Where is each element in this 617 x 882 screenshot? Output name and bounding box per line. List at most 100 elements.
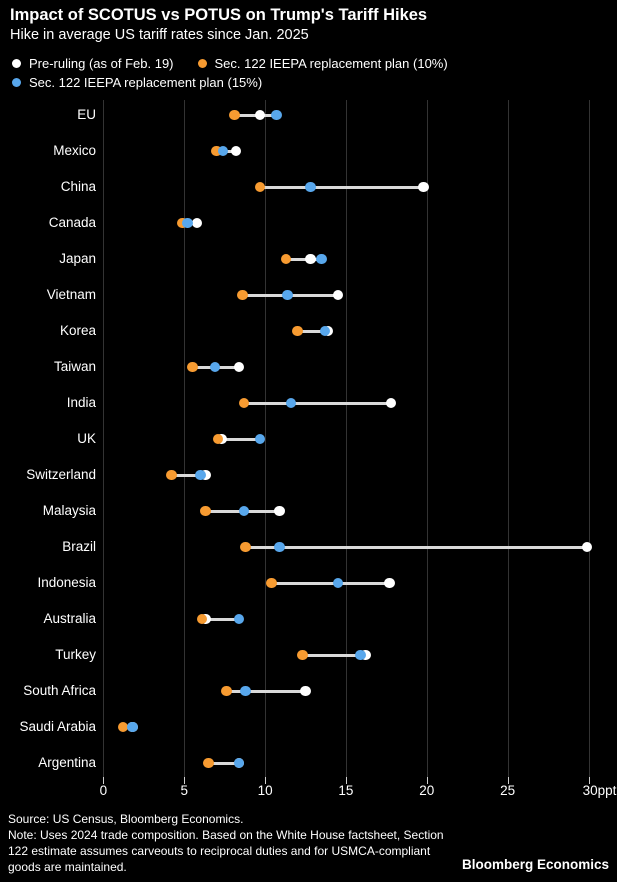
- dot-sec122-10: [211, 145, 222, 157]
- dot-sec122-15: [355, 649, 366, 661]
- axis-tick-label-5: 5: [180, 783, 189, 798]
- legend-label-sec122-10: Sec. 122 IEEPA replacement plan (10%): [214, 56, 448, 71]
- axis-tick-20: [426, 777, 428, 784]
- connector-line: [171, 473, 206, 477]
- dot-sec122-15: [332, 577, 344, 589]
- axis-tick-label-0: 0: [99, 783, 108, 798]
- legend: Pre-ruling (as of Feb. 19) Sec. 122 IEEP…: [12, 56, 607, 90]
- connector-line: [208, 761, 240, 765]
- axis-tick-label-20: 20: [419, 783, 435, 798]
- dot-sec122-10: [117, 721, 129, 733]
- dot-sec122-15: [282, 289, 293, 301]
- axis-tick-5: [184, 777, 186, 784]
- axis-tick-label-15: 15: [338, 783, 354, 798]
- dot-pre-ruling: [274, 505, 285, 517]
- dot-sec122-10: [238, 397, 250, 409]
- row-label-japan: Japan: [59, 251, 96, 266]
- brand-signature: Bloomberg Economics: [461, 857, 609, 872]
- dot-pre-ruling: [305, 253, 316, 265]
- row-label-taiwan: Taiwan: [53, 359, 96, 374]
- dot-pre-ruling: [254, 109, 266, 121]
- gridline-15: [345, 100, 347, 777]
- row-label-china: China: [60, 179, 96, 194]
- connector-line: [260, 185, 424, 189]
- legend-item-sec122-10: Sec. 122 IEEPA replacement plan (10%): [197, 56, 448, 71]
- legend-dot-white-icon: [12, 59, 21, 68]
- gridline-5: [184, 100, 186, 777]
- dot-sec122-10: [200, 505, 211, 517]
- gridline-30: [588, 100, 590, 777]
- row-label-eu: EU: [77, 107, 96, 122]
- legend-label-sec122-15: Sec. 122 IEEPA replacement plan (15%): [29, 75, 263, 90]
- row-label-turkey: Turkey: [55, 647, 96, 662]
- row-label-india: India: [66, 395, 96, 410]
- dot-sec122-10: [237, 289, 248, 301]
- dot-sec122-10: [166, 469, 177, 481]
- row-label-vietnam: Vietnam: [46, 287, 96, 302]
- dot-pre-ruling: [581, 541, 593, 553]
- axis-tick-15: [345, 777, 347, 784]
- dot-sec122-15: [238, 505, 250, 517]
- row-label-indonesia: Indonesia: [37, 575, 96, 590]
- connector-line: [297, 329, 329, 333]
- axis-tick-label-25: 25: [500, 783, 516, 798]
- footer-note-line-3: goods are maintained.: [8, 860, 127, 874]
- axis-tick-label-10: 10: [257, 783, 273, 798]
- dot-pre-ruling: [385, 397, 397, 409]
- dot-sec122-15: [127, 721, 138, 733]
- legend-dot-orange-icon: [197, 59, 207, 68]
- footer-source: Source: US Census, Bloomberg Economics.: [8, 812, 244, 826]
- row-label-australia: Australia: [43, 611, 96, 626]
- axis-tick-label-30: 30ppt: [582, 783, 617, 798]
- row-label-saudi-arabia: Saudi Arabia: [19, 719, 96, 734]
- row-label-argentina: Argentina: [38, 755, 96, 770]
- gridline-10: [265, 100, 267, 777]
- dot-sec122-10: [221, 685, 232, 697]
- dot-sec122-10: [229, 109, 240, 121]
- dot-sec122-10: [187, 361, 198, 373]
- row-label-mexico: Mexico: [53, 143, 96, 158]
- dot-sec122-10: [203, 757, 214, 769]
- dot-pre-ruling: [332, 289, 344, 301]
- dot-pre-ruling: [384, 577, 395, 589]
- chart-title: Impact of SCOTUS vs POTUS on Trump's Tar…: [10, 6, 428, 24]
- chart-subtitle: Hike in average US tariff rates since Ja…: [10, 27, 309, 43]
- dot-sec122-15: [233, 613, 245, 625]
- connector-line: [302, 653, 366, 657]
- dot-sec122-15: [274, 541, 285, 553]
- axis-tick-25: [507, 777, 509, 784]
- dot-pre-ruling: [191, 217, 203, 229]
- dot-sec122-10: [297, 649, 308, 661]
- dot-sec122-15: [305, 181, 316, 193]
- dot-pre-ruling: [230, 145, 242, 157]
- dot-pre-ruling: [233, 361, 245, 373]
- dot-sec122-10: [280, 253, 292, 265]
- row-label-south-africa: South Africa: [23, 683, 96, 698]
- legend-label-pre-ruling: Pre-ruling (as of Feb. 19): [29, 56, 174, 71]
- row-label-canada: Canada: [48, 215, 96, 230]
- row-label-brazil: Brazil: [62, 539, 96, 554]
- row-label-uk: UK: [77, 431, 96, 446]
- dot-sec122-15: [285, 397, 297, 409]
- footer-note-line-2: 122 estimate assumes carveouts to recipr…: [8, 844, 431, 858]
- row-label-switzerland: Switzerland: [26, 467, 96, 482]
- axis-tick-0: [103, 777, 105, 784]
- dot-sec122-15: [182, 217, 193, 229]
- dot-sec122-10: [254, 181, 266, 193]
- connector-line: [245, 545, 587, 549]
- connector-line: [286, 257, 322, 261]
- dot-sec122-10: [196, 613, 208, 625]
- dot-pre-ruling: [300, 685, 311, 697]
- gridline-0: [103, 100, 105, 777]
- dot-sec122-15: [195, 469, 206, 481]
- dot-sec122-15: [217, 145, 229, 157]
- dot-sec122-15: [316, 253, 327, 265]
- dot-sec122-15: [254, 433, 266, 445]
- legend-item-pre-ruling: Pre-ruling (as of Feb. 19): [12, 56, 174, 71]
- row-label-malaysia: Malaysia: [42, 503, 96, 518]
- connector-line: [271, 581, 390, 585]
- axis-tick-10: [265, 777, 267, 784]
- legend-dot-blue-icon: [12, 78, 21, 87]
- dot-pre-ruling: [418, 181, 429, 193]
